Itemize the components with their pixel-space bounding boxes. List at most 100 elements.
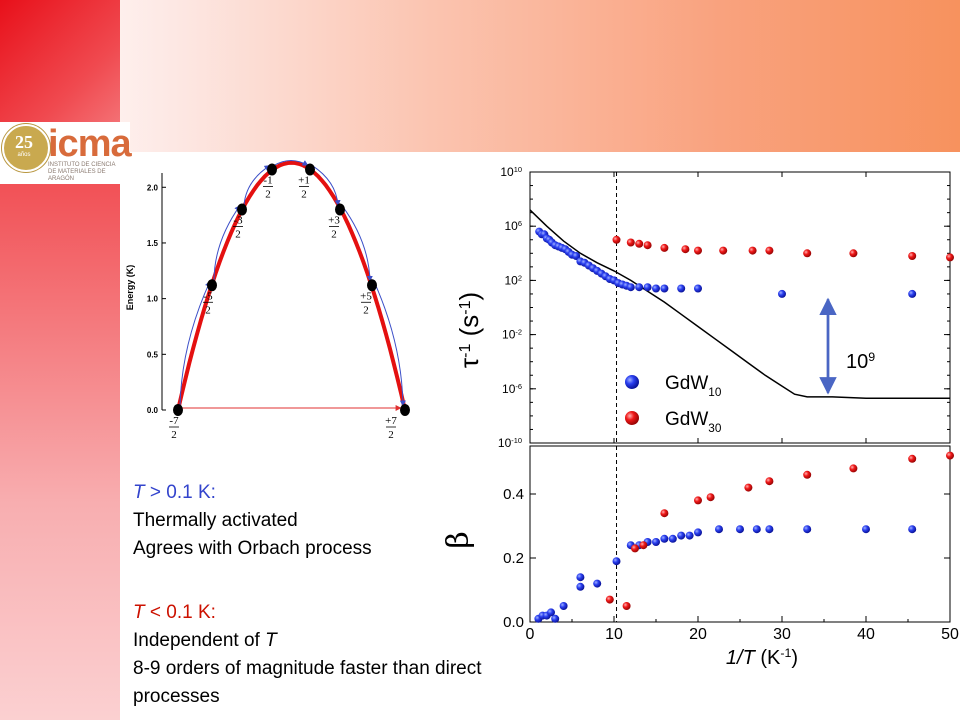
level-label-numerator: -7 (169, 415, 179, 427)
icma-logo: icma (48, 123, 132, 165)
beta-point-gdw30 (946, 451, 954, 460)
low-t-line1: Independent of T (133, 630, 277, 652)
tau-point-gdw10 (677, 284, 686, 293)
energy-level-dot (335, 203, 345, 216)
beta-point-gdw10 (576, 573, 585, 582)
energy-level-dot (367, 279, 377, 292)
level-label-numerator: +3 (328, 215, 340, 227)
beta-x-tick-label: 0 (526, 626, 535, 643)
anniversary-number: 25 (15, 132, 33, 152)
tau-point-gdw30 (694, 246, 702, 255)
tau-y-tick-label: 10-2 (502, 327, 522, 342)
beta-point-gdw10 (862, 525, 870, 534)
tau-y-tick-label: 10-6 (502, 381, 522, 396)
legend-marker-gdw30 (625, 411, 639, 425)
level-label-numerator: -5 (203, 290, 213, 302)
logo-caption-line2: DE MATERIALES DE ARAGÓN (48, 169, 106, 182)
low-t-rest: < 0.1 K: (144, 602, 216, 623)
tau-point-gdw10 (660, 284, 669, 293)
level-label-numerator: +1 (298, 174, 310, 186)
gap-annotation: 109 (846, 350, 875, 373)
high-t-line2: Agrees with Orbach process (133, 538, 372, 559)
orbach-transition-arrow (243, 165, 271, 206)
energy-level-dot (305, 163, 315, 176)
tau-y-tick-label: 10-10 (498, 436, 522, 451)
energy-y-tick-label: 1.0 (147, 295, 159, 304)
beta-point-gdw10 (559, 602, 568, 610)
energy-y-axis-label: Energy (K) (125, 265, 135, 311)
beta-point-gdw10 (668, 534, 677, 543)
beta-point-gdw10 (652, 538, 660, 546)
tau-point-gdw30 (626, 238, 635, 247)
high-t-line1: Thermally activated (133, 510, 298, 531)
beta-point-gdw30 (849, 464, 858, 473)
low-t-line1-var: T (265, 630, 277, 651)
beta-point-gdw10 (752, 525, 761, 534)
legend-label-gdw30: GdW30 (665, 409, 722, 435)
beta-point-gdw10 (576, 582, 585, 591)
level-label-numerator: -3 (233, 215, 243, 227)
beta-point-gdw30 (622, 602, 631, 610)
anniversary-sub: años (17, 152, 31, 158)
energy-level-diagram: 0.0 0.5 1.0 1.5 2.0 Energy (K) -7 2 -5 2 -3 2 -1 2 +1 2… (125, 159, 410, 441)
energy-parabola (176, 160, 407, 411)
tau-point-gdw30 (719, 246, 728, 255)
energy-level-dot (173, 404, 183, 416)
orbach-transition-arrow (273, 159, 309, 166)
anniversary-seal (2, 124, 50, 172)
tau-point-gdw10 (635, 283, 644, 292)
beta-x-tick-label: 40 (857, 626, 875, 643)
beta-point-gdw10 (803, 525, 812, 534)
tau-y-axis-label: τ-1 (s-1) (454, 292, 484, 368)
high-t-rest: > 0.1 K: (144, 482, 216, 503)
tau-point-gdw30 (681, 245, 690, 254)
tau-y-tick-label: 102 (505, 273, 523, 288)
beta-point-gdw10 (547, 608, 555, 617)
beta-point-gdw10 (551, 614, 560, 623)
tau-point-gdw30 (635, 239, 644, 248)
level-label-denominator: 2 (363, 304, 369, 316)
beta-x-tick-label: 50 (941, 626, 959, 643)
beta-point-gdw30 (706, 493, 715, 502)
beta-x-tick-label: 10 (605, 626, 623, 643)
level-label-denominator: 2 (265, 188, 271, 200)
tau-point-gdw10 (626, 283, 635, 292)
beta-point-gdw10 (685, 531, 694, 540)
low-t-line3: processes (133, 686, 220, 707)
x-axis-label: 1/T (K-1) (726, 646, 798, 669)
energy-level-dot (400, 404, 410, 416)
energy-y-tick-label: 1.5 (147, 239, 159, 248)
beta-x-tick-label: 20 (689, 626, 707, 643)
level-label-numerator: +5 (360, 290, 372, 302)
beta-point-gdw10 (736, 525, 744, 534)
beta-point-gdw10 (677, 531, 686, 540)
beta-point-gdw10 (694, 528, 702, 537)
legend-marker-gdw10 (625, 375, 639, 389)
beta-point-gdw30 (660, 509, 669, 518)
header-band (0, 0, 960, 152)
low-t-var: T (133, 602, 145, 623)
beta-point-gdw30 (908, 454, 917, 463)
beta-point-gdw10 (765, 525, 774, 534)
beta-y-tick-label: 0.0 (503, 614, 524, 631)
beta-point-gdw10 (612, 557, 621, 566)
tau-plot-frame (529, 171, 951, 444)
orbach-fit-curve (529, 209, 950, 400)
beta-point-gdw30 (803, 470, 812, 479)
tau-point-gdw30 (765, 246, 774, 255)
beta-point-gdw30 (694, 496, 702, 505)
energy-level-dot (237, 203, 247, 216)
energy-level-dot (267, 163, 277, 176)
beta-point-gdw30 (765, 477, 774, 486)
orbach-transition-arrow (373, 281, 406, 407)
low-t-line2: 8-9 orders of magnitude faster than dire… (133, 658, 482, 679)
level-label-numerator: +7 (385, 415, 397, 427)
high-t-var: T (133, 482, 145, 503)
level-label-numerator: -1 (263, 174, 272, 186)
energy-y-tick-label: 0.5 (147, 350, 159, 359)
energy-y-tick-label: 0.0 (147, 406, 159, 415)
beta-point-gdw10 (660, 534, 669, 543)
orbach-transition-arrow (213, 205, 241, 282)
beta-point-gdw30 (639, 541, 648, 550)
level-label-denominator: 2 (388, 429, 394, 441)
